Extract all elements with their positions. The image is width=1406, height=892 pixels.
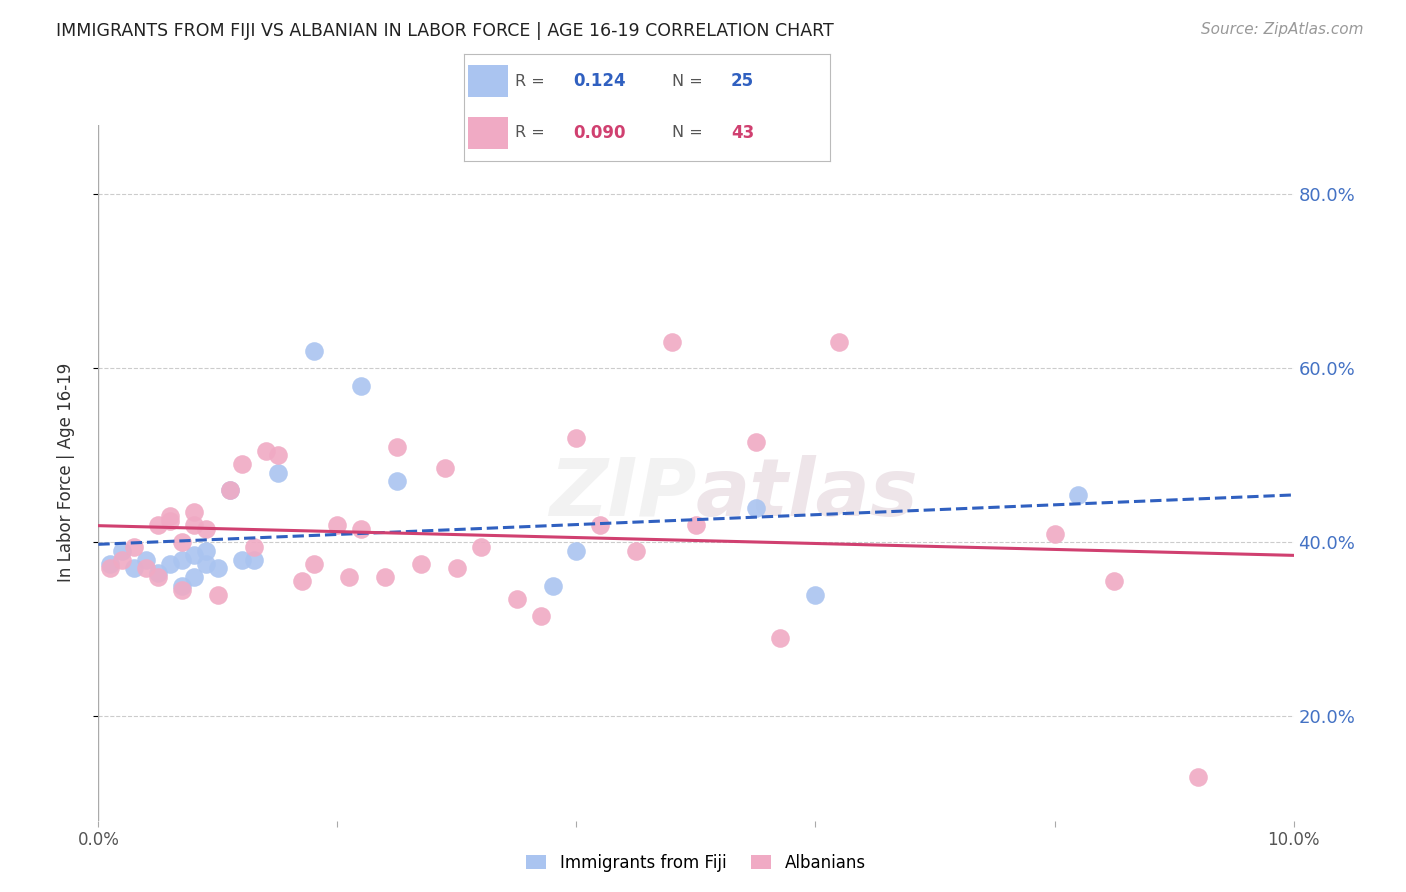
Point <box>326 517 349 532</box>
Point <box>685 517 707 532</box>
Point <box>350 522 373 536</box>
Point <box>207 587 229 601</box>
Text: R =: R = <box>515 125 550 140</box>
Point <box>1104 574 1126 589</box>
Legend: Immigrants from Fiji, Albanians: Immigrants from Fiji, Albanians <box>520 847 872 879</box>
Point <box>302 343 325 358</box>
Text: IMMIGRANTS FROM FIJI VS ALBANIAN IN LABOR FORCE | AGE 16-19 CORRELATION CHART: IMMIGRANTS FROM FIJI VS ALBANIAN IN LABO… <box>56 22 834 40</box>
Point <box>159 557 181 571</box>
Point <box>172 552 194 567</box>
Point <box>661 335 683 350</box>
Text: Source: ZipAtlas.com: Source: ZipAtlas.com <box>1201 22 1364 37</box>
Point <box>1043 526 1066 541</box>
Point <box>172 535 194 549</box>
Point <box>411 557 433 571</box>
Point <box>124 561 146 575</box>
Point <box>828 335 851 350</box>
Point <box>207 561 229 575</box>
Point <box>350 378 373 392</box>
Point <box>159 509 181 524</box>
Point <box>183 517 205 532</box>
Point <box>385 475 409 489</box>
Text: N =: N = <box>672 125 709 140</box>
Point <box>506 591 529 606</box>
Point <box>745 435 768 450</box>
Text: N =: N = <box>672 74 709 89</box>
Point <box>267 448 290 462</box>
Point <box>565 431 588 445</box>
Point <box>124 540 146 554</box>
Point <box>148 570 170 584</box>
Point <box>135 561 157 575</box>
Point <box>243 540 266 554</box>
Text: ZIP: ZIP <box>548 455 696 533</box>
Point <box>219 483 242 498</box>
Point <box>195 544 218 558</box>
Point <box>1067 487 1090 501</box>
Point <box>183 570 205 584</box>
Point <box>267 466 290 480</box>
Y-axis label: In Labor Force | Age 16-19: In Labor Force | Age 16-19 <box>56 363 75 582</box>
Point <box>159 514 181 528</box>
Point <box>195 522 218 536</box>
Point <box>745 500 768 515</box>
Point <box>183 505 205 519</box>
Text: 0.124: 0.124 <box>574 72 626 90</box>
Point <box>769 631 792 645</box>
Point <box>100 557 122 571</box>
Point <box>231 552 253 567</box>
Point <box>183 549 205 563</box>
FancyBboxPatch shape <box>468 117 508 149</box>
Point <box>339 570 360 584</box>
Text: 0.090: 0.090 <box>574 124 626 142</box>
Point <box>148 517 170 532</box>
Text: 43: 43 <box>731 124 754 142</box>
Point <box>231 457 253 471</box>
FancyBboxPatch shape <box>468 65 508 97</box>
Point <box>111 552 134 567</box>
Point <box>374 570 396 584</box>
Point <box>1187 770 1209 784</box>
Point <box>529 609 551 624</box>
Point <box>589 517 612 532</box>
Point <box>219 483 242 498</box>
Point <box>148 566 170 580</box>
Point <box>291 574 314 589</box>
Point <box>626 544 648 558</box>
Point <box>100 561 122 575</box>
Text: 25: 25 <box>731 72 754 90</box>
Point <box>470 540 492 554</box>
Point <box>541 579 564 593</box>
Point <box>195 557 218 571</box>
Point <box>135 552 157 567</box>
Text: R =: R = <box>515 74 550 89</box>
Point <box>111 544 134 558</box>
Point <box>172 579 194 593</box>
Point <box>565 544 588 558</box>
Point <box>446 561 468 575</box>
Point <box>254 444 277 458</box>
Point <box>434 461 457 475</box>
Text: atlas: atlas <box>696 455 918 533</box>
Point <box>302 557 325 571</box>
Point <box>243 552 266 567</box>
Point <box>804 587 827 601</box>
Point <box>385 440 409 454</box>
Point <box>172 583 194 598</box>
